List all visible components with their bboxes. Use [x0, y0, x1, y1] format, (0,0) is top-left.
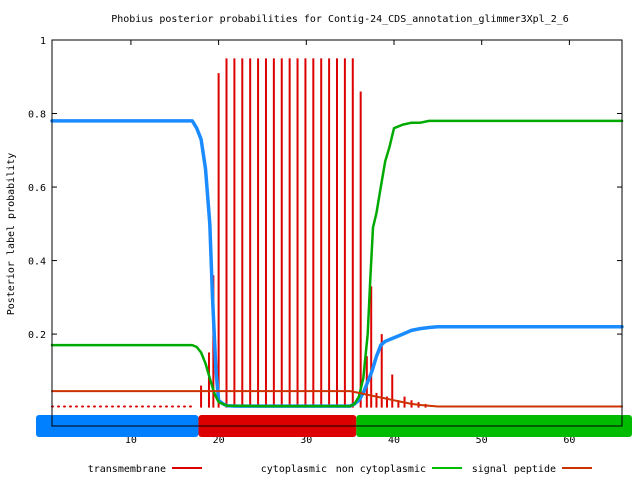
legend-label: non cytoplasmic: [336, 464, 426, 475]
x-tick-label: 40: [388, 435, 400, 446]
x-tick-label: 20: [213, 435, 225, 446]
y-tick-label: 0.4: [28, 257, 46, 268]
axes: 10 20 30 40 50 60 0.2 0.4 0.6 0.8 1: [28, 36, 622, 446]
x-tick-label: 10: [125, 435, 137, 446]
plot-border: [51, 39, 623, 427]
chart-title: Phobius posterior probabilities for Cont…: [111, 14, 569, 25]
series-lines: [50, 119, 624, 408]
x-tick-label: 30: [300, 435, 312, 446]
plot-frame: [51, 39, 623, 427]
legend-label: signal peptide: [472, 464, 556, 475]
x-tick-label: 60: [563, 435, 575, 446]
series-non-cytoplasmic: [50, 119, 624, 408]
y-tick-label: 1: [40, 36, 46, 47]
y-axis-label: Posterior label probability: [6, 153, 17, 316]
legend-label: cytoplasmic: [261, 464, 327, 475]
x-tick-label: 50: [476, 435, 488, 446]
series-cytoplasmic: [51, 390, 623, 408]
transmembrane-impulses: [200, 58, 427, 408]
legend: transmembrane cytoplasmic non cytoplasmic s…: [88, 464, 592, 475]
legend-label: transmembrane: [88, 464, 166, 475]
y-tick-label: 0.2: [28, 330, 46, 341]
y-tick-label: 0.6: [28, 183, 46, 194]
y-tick-label: 0.8: [28, 110, 46, 121]
